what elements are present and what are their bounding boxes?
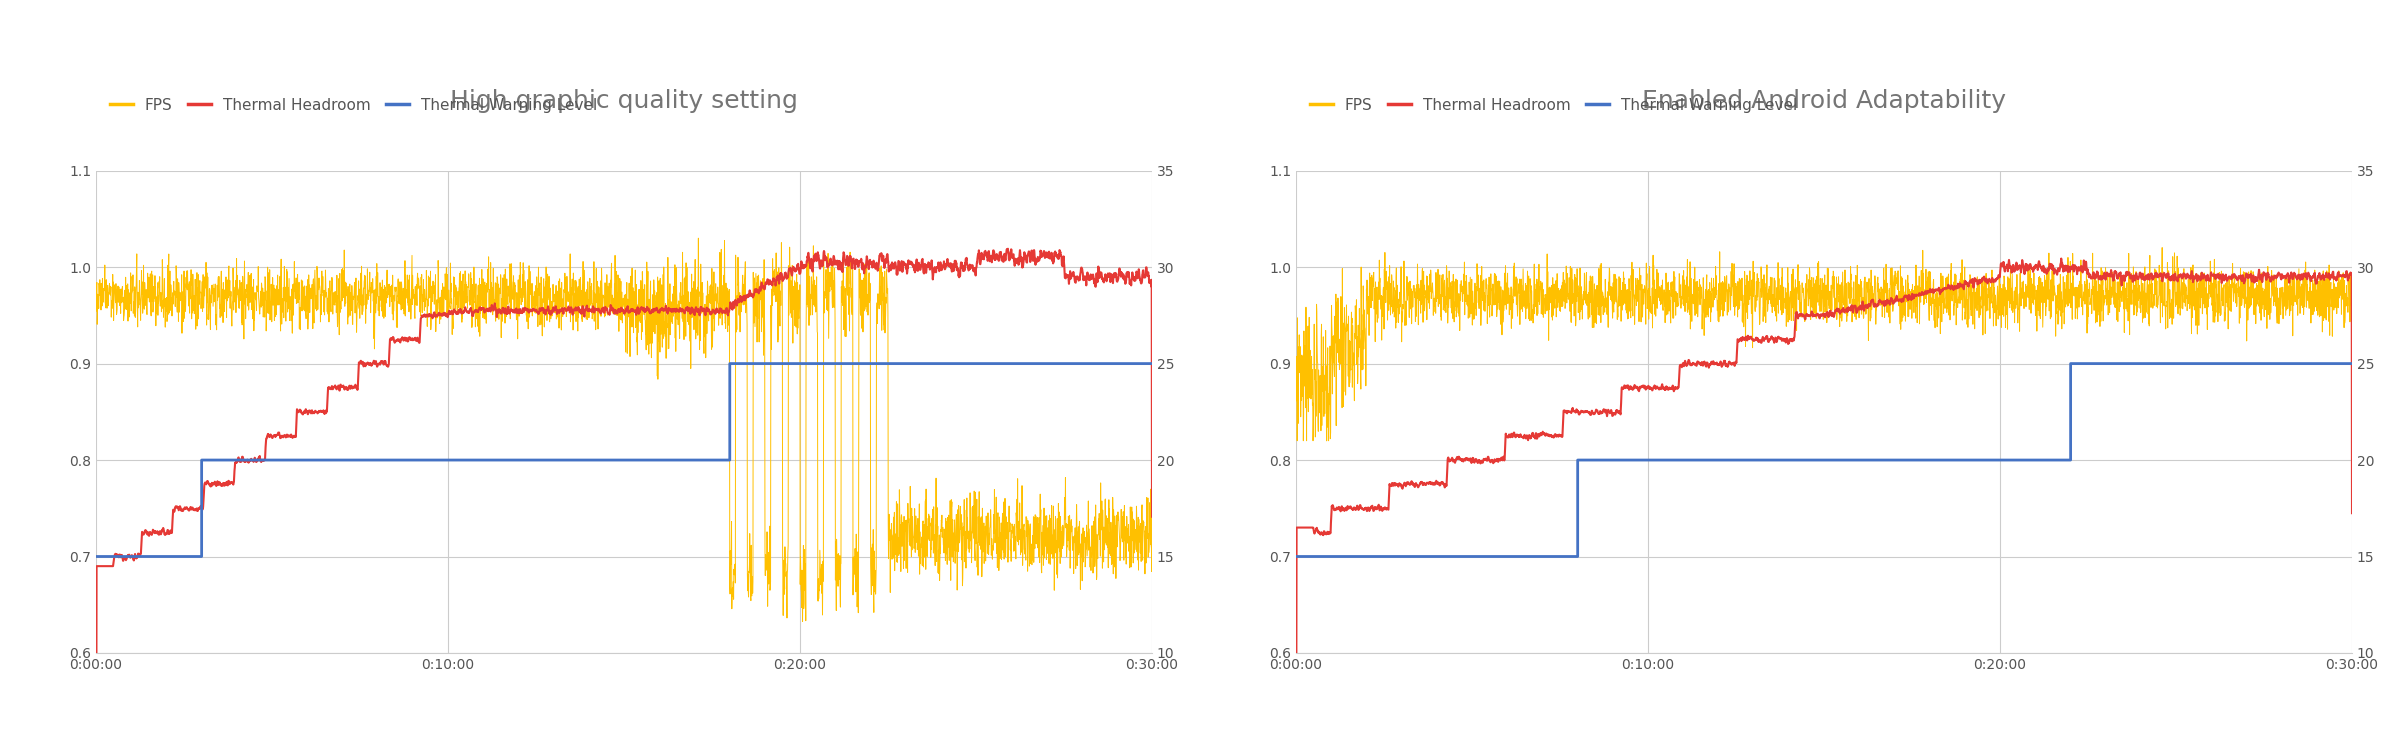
Legend: FPS, Thermal Headroom, Thermal Warning Level: FPS, Thermal Headroom, Thermal Warning L… [1303, 91, 1802, 119]
Title: High graphic quality setting: High graphic quality setting [451, 89, 797, 114]
Legend: FPS, Thermal Headroom, Thermal Warning Level: FPS, Thermal Headroom, Thermal Warning L… [103, 91, 602, 119]
Title: Enabled Android Adaptability: Enabled Android Adaptability [1642, 89, 2006, 114]
